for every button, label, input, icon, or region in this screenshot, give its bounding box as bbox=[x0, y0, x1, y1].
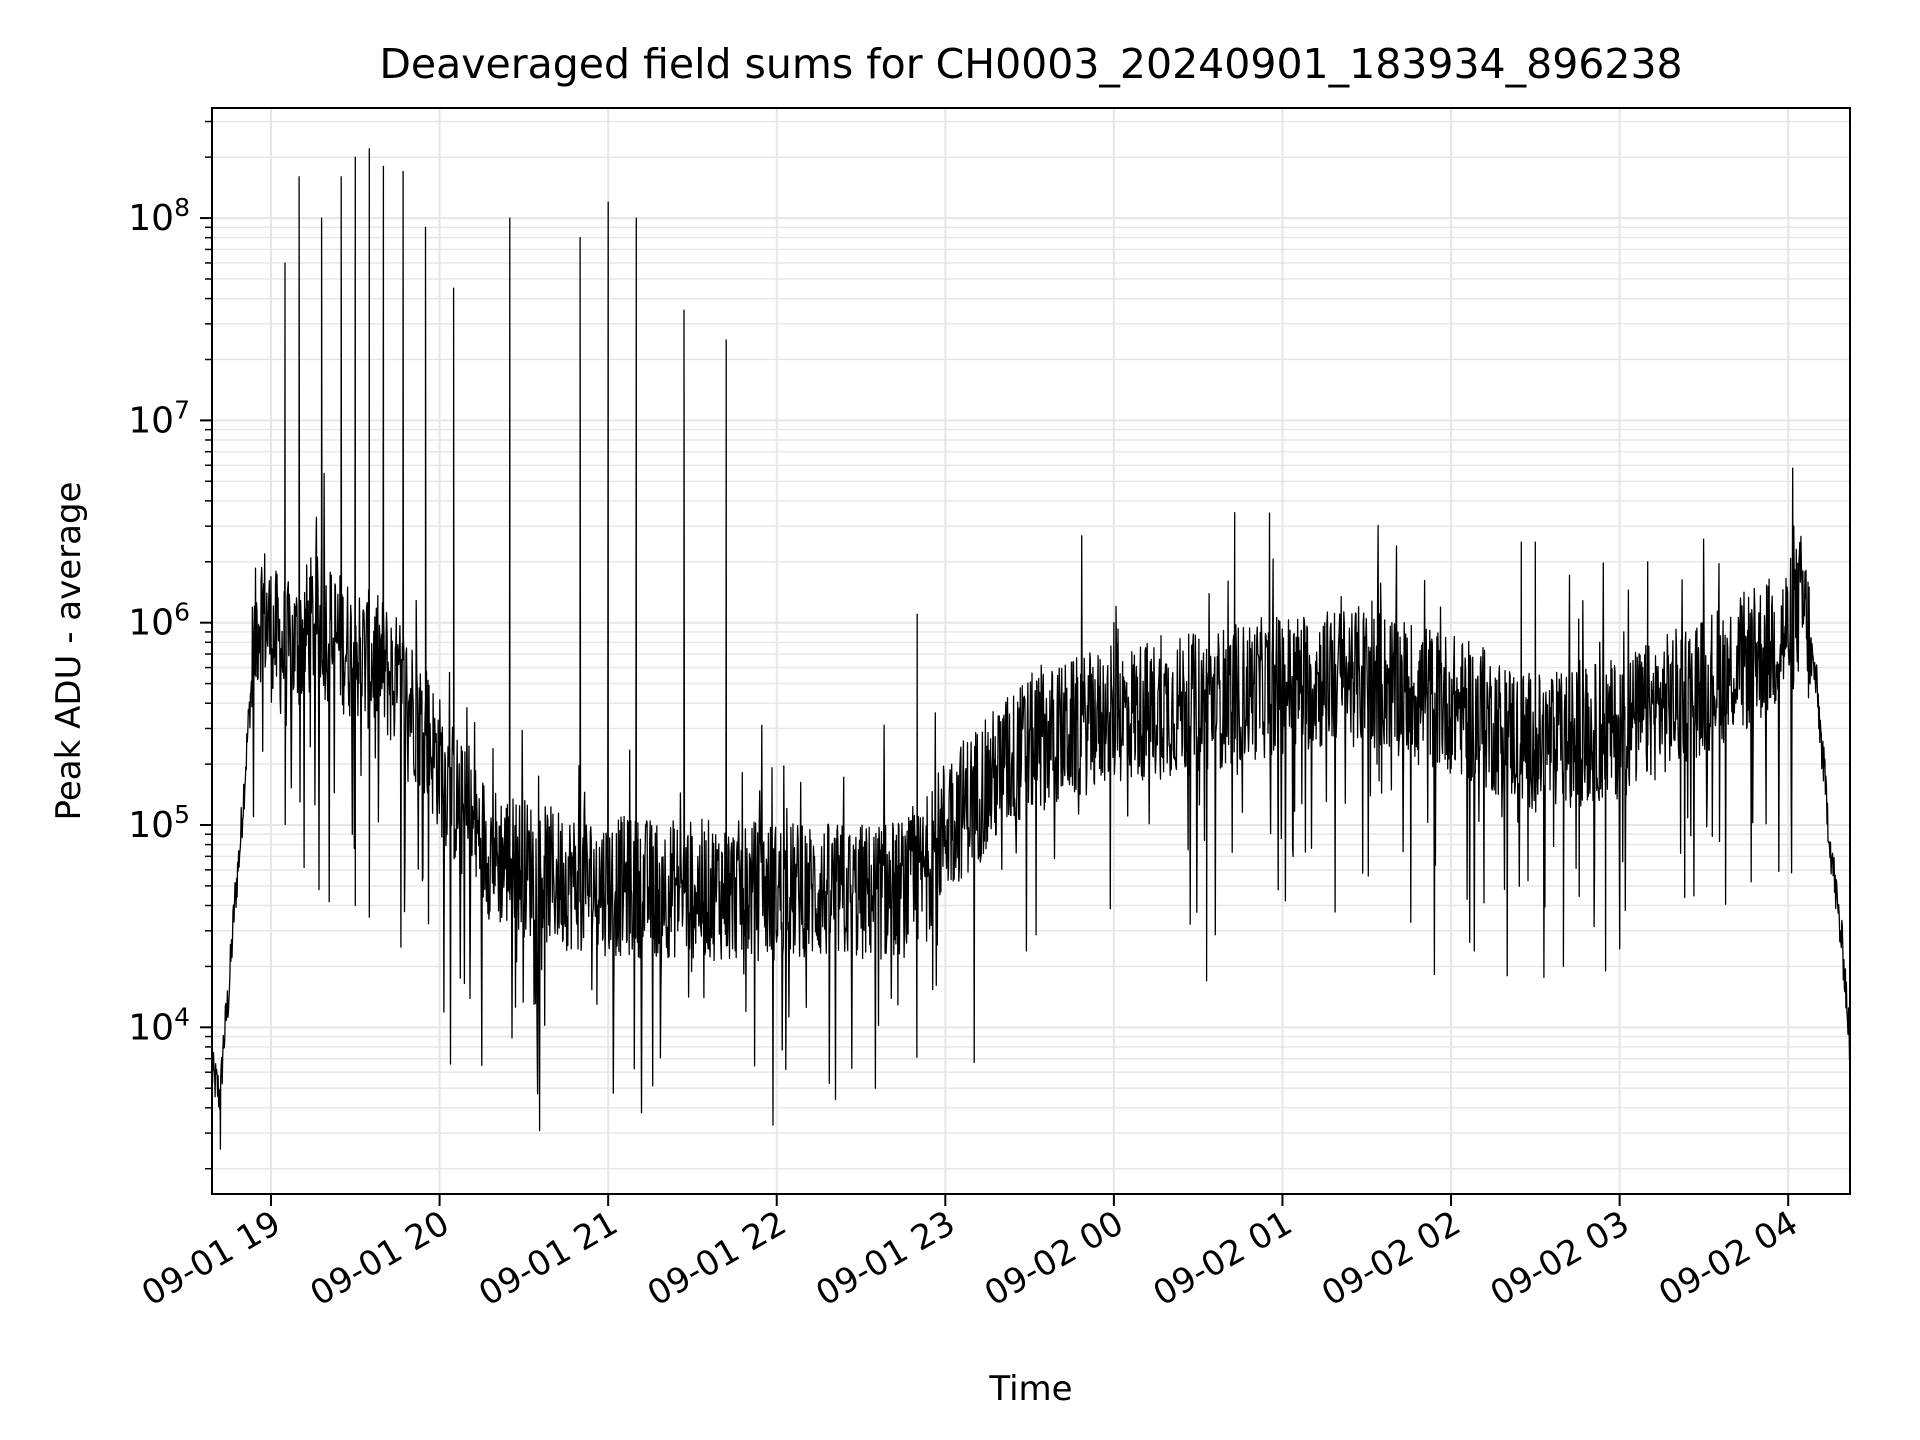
y-tick-label: 108 bbox=[128, 193, 190, 239]
x-tick-label: 09-02 03 bbox=[1484, 1203, 1636, 1314]
x-tick-label: 09-02 01 bbox=[1147, 1203, 1299, 1314]
y-tick-label: 104 bbox=[128, 1002, 190, 1048]
series-path bbox=[211, 148, 1851, 1150]
series-line bbox=[211, 148, 1851, 1150]
y-tick-label: 105 bbox=[128, 800, 190, 846]
plot-background bbox=[212, 108, 1850, 1194]
y-axis-label: Peak ADU - average bbox=[49, 482, 89, 821]
x-axis: 09-01 19 09-01 20 09-01 21 09-01 22 09-01 23… bbox=[135, 1194, 1805, 1314]
y-axis: 104 105 106 107 108 bbox=[128, 120, 212, 1170]
x-axis-label: Time bbox=[988, 1369, 1072, 1409]
x-tick-label: 09-02 00 bbox=[978, 1203, 1130, 1314]
x-tick-label: 09-01 20 bbox=[304, 1203, 456, 1314]
x-tick-label: 09-01 19 bbox=[135, 1203, 287, 1314]
chart-title: Deaveraged field sums for CH0003_2024090… bbox=[379, 40, 1682, 88]
x-tick-label: 09-02 02 bbox=[1315, 1203, 1467, 1314]
x-tick-label: 09-01 21 bbox=[472, 1203, 624, 1314]
x-tick-label: 09-01 23 bbox=[809, 1203, 961, 1314]
x-tick-label: 09-01 22 bbox=[641, 1203, 793, 1314]
x-tick-label: 09-02 04 bbox=[1652, 1203, 1804, 1314]
y-tick-label: 106 bbox=[128, 598, 190, 644]
plot-frame bbox=[211, 107, 1851, 1195]
y-tick-label: 107 bbox=[128, 395, 190, 441]
